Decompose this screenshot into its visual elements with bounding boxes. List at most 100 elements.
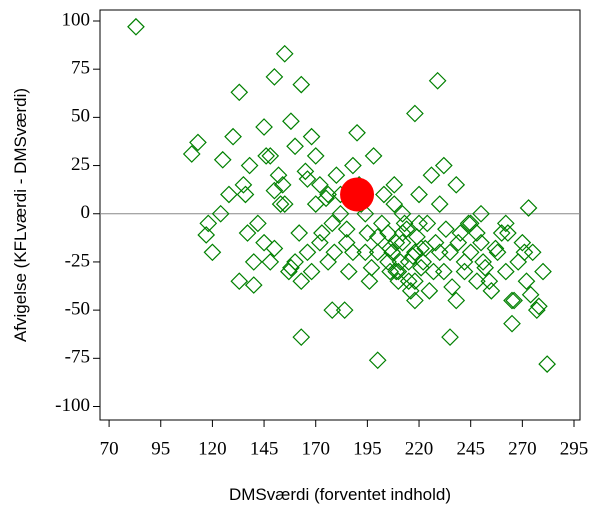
x-tick-label: 120: [198, 438, 227, 459]
diamond-point: [406, 104, 424, 123]
diamond-point: [292, 272, 311, 291]
diamond-point: [534, 262, 552, 281]
diamond-point: [422, 166, 441, 185]
diamond-point: [412, 258, 430, 277]
diamond-point: [496, 262, 515, 281]
diamond-point: [238, 224, 257, 242]
diamond-point: [399, 253, 418, 271]
highlight-point: [340, 177, 375, 212]
y-tick-label: -100: [55, 395, 90, 416]
diamond-point: [499, 224, 517, 242]
diamond-point: [459, 214, 478, 233]
diamond-point: [298, 170, 317, 188]
x-tick-label: 195: [353, 438, 382, 459]
diamond-point: [443, 278, 461, 296]
diamond-point: [236, 185, 255, 204]
diamond-point: [379, 224, 397, 242]
diamond-point: [496, 214, 515, 233]
diamond-point: [387, 233, 406, 252]
diamond-point: [455, 253, 474, 271]
y-tick-label: 50: [71, 106, 90, 127]
diamond-point: [339, 262, 358, 281]
diamond-point: [282, 112, 300, 131]
diamond-point: [255, 118, 273, 136]
diamond-point: [360, 272, 379, 291]
diamond-point: [230, 272, 249, 291]
x-tick-label: 70: [100, 438, 119, 459]
diamond-point: [385, 195, 404, 213]
diamond-point: [224, 127, 242, 146]
diamond-point: [395, 214, 414, 233]
x-tick-label: 170: [301, 438, 330, 459]
y-tick-label: -50: [65, 298, 90, 319]
diamond-point: [455, 262, 474, 281]
diamond-point: [348, 123, 366, 142]
x-axis-label: DMSværdi (forventet indhold): [229, 485, 451, 504]
diamond-point: [265, 239, 284, 258]
diamond-point: [434, 262, 453, 281]
diamond-point: [393, 204, 412, 223]
diamond-point: [197, 226, 216, 244]
x-tick-label: 245: [456, 438, 485, 459]
diamond-point: [335, 301, 354, 319]
diamond-point: [410, 214, 428, 233]
diamond-point: [313, 224, 331, 242]
diamond-point: [298, 243, 317, 262]
y-tick-label: 100: [62, 9, 91, 30]
x-tick-label: 145: [250, 438, 279, 459]
diamond-point: [372, 214, 391, 233]
diamond-point: [472, 204, 490, 223]
diamond-point: [213, 150, 232, 169]
y-axis-label: Afvigelse (KFLværdi - DMSværdi): [11, 88, 30, 342]
diamond-point: [311, 233, 329, 252]
diamond-point: [220, 185, 238, 204]
diamond-point: [255, 233, 273, 252]
diamond-point: [538, 355, 556, 373]
diamond-point: [527, 301, 546, 319]
x-tick-label: 295: [560, 438, 589, 459]
diamond-point: [468, 224, 486, 242]
diamond-point: [476, 258, 495, 277]
diamond-point: [296, 162, 315, 181]
diamond-point: [203, 243, 222, 262]
diamond-point: [381, 262, 399, 281]
diamond-point: [434, 156, 453, 175]
diamond-point: [401, 282, 420, 300]
diamond-point: [503, 291, 521, 310]
diamond-point: [503, 314, 521, 333]
diamond-point: [240, 156, 259, 175]
diamond-point: [269, 166, 288, 185]
diamond-point: [344, 156, 362, 175]
diamond-point: [451, 224, 470, 242]
diamond-point: [418, 214, 437, 233]
diamond-point: [480, 272, 499, 291]
diamond-point: [389, 262, 408, 281]
diamond-point: [403, 247, 422, 266]
x-tick-label: 95: [151, 438, 170, 459]
diamond-point: [182, 145, 201, 163]
diamond-point: [385, 175, 404, 194]
diamond-point: [275, 195, 294, 213]
diamond-point: [530, 297, 548, 316]
diamond-point: [441, 328, 459, 346]
diamond-point: [515, 243, 534, 262]
diamond-point: [509, 253, 528, 271]
diamond-point: [430, 243, 449, 262]
diamond-point: [275, 44, 294, 63]
diamond-point: [391, 253, 410, 271]
x-tick-label: 220: [405, 438, 434, 459]
diamond-point: [393, 233, 412, 252]
diamond-point: [319, 185, 337, 204]
diamond-point: [271, 195, 290, 213]
diamond-point: [447, 291, 466, 310]
diamond-point: [323, 301, 342, 319]
diamond-point: [375, 185, 393, 204]
diamond-point: [189, 133, 207, 152]
y-tick-label: 25: [71, 154, 90, 175]
diamond-point: [368, 351, 387, 370]
diamond-point: [381, 239, 399, 258]
diamond-point: [397, 220, 416, 239]
diamond-point: [306, 147, 325, 165]
diamond-point: [244, 276, 263, 294]
diamond-point: [406, 272, 424, 291]
